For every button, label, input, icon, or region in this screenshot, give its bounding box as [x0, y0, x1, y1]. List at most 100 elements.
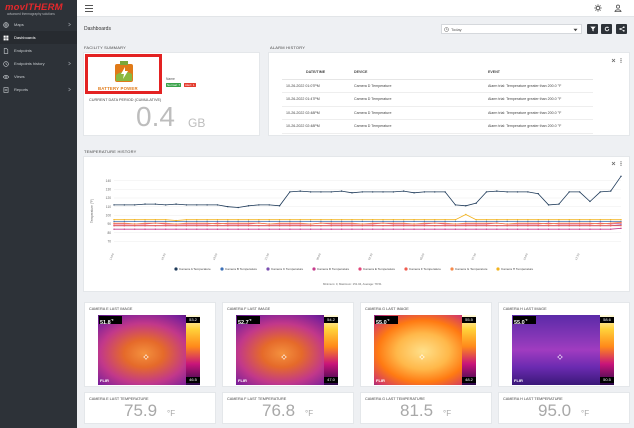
data-point [133, 228, 136, 230]
data-point [247, 222, 250, 224]
thermal-color-scale: 55.5 48.2 [462, 315, 476, 385]
thermal-image[interactable]: 55.0°F 58.6 50.5 FLIR [512, 315, 614, 385]
sidebar-item-endpoints-history[interactable]: Endpoints history [0, 57, 77, 70]
data-point [247, 225, 250, 227]
cell-datetime: 10-26-2022 02:48PM [282, 106, 354, 120]
y-tick-label: 130 [106, 188, 112, 192]
thermal-image[interactable]: 55.0°F 55.5 48.2 FLIR [374, 315, 476, 385]
data-point [330, 218, 332, 221]
refresh-button[interactable] [601, 24, 612, 34]
data-point [299, 218, 301, 221]
data-point [475, 222, 477, 224]
chevron-down-icon [573, 28, 578, 32]
clock-icon [444, 27, 449, 32]
data-point [454, 220, 457, 223]
data-point [309, 228, 312, 230]
table-row[interactable]: 10-26-2022 02:48PM Camera D Temperature … [282, 106, 593, 120]
data-point [578, 218, 581, 221]
data-point [113, 218, 115, 221]
last-temperature-unit: °F [443, 409, 452, 418]
data-point [620, 218, 622, 221]
data-point [144, 225, 146, 227]
share-button[interactable] [616, 24, 627, 34]
data-point [185, 218, 188, 221]
status-badge-normal[interactable]: Normal: 7 [166, 83, 182, 87]
data-point [547, 223, 550, 225]
last-temperature-value: 95.0 [538, 401, 572, 420]
expand-icon[interactable] [611, 161, 616, 166]
data-point [216, 228, 219, 230]
data-point [123, 228, 126, 230]
date-range-select[interactable]: Today [441, 24, 582, 34]
flir-logo: FLIR [238, 378, 247, 383]
data-point [206, 228, 208, 230]
legend-marker [174, 267, 178, 271]
data-point [133, 204, 136, 206]
facility-summary-title: FACILITY SUMMARY [84, 45, 126, 50]
chevron-right-icon [68, 22, 71, 27]
table-header-row: DATE/TIME DEVICE EVENT [282, 66, 593, 80]
thermal-image[interactable]: 52.7°F 54.2 47.0 FLIR [236, 315, 338, 385]
data-point [268, 218, 270, 221]
table-row[interactable]: 10-26-2022 01:47PM Camera D Temperature … [282, 92, 593, 107]
cell-datetime: 10-26-2022 01:47PM [282, 92, 354, 107]
data-point [620, 227, 622, 230]
camera-last-temp-panel [498, 392, 630, 424]
camera-last-temp-panel [222, 392, 354, 424]
thermal-scale-max: 53.2 [186, 317, 200, 323]
sidebar-item-label: Views [14, 74, 25, 79]
column-header-device[interactable]: DEVICE [354, 66, 488, 80]
data-point [206, 225, 208, 227]
data-point [589, 222, 591, 224]
cell-event: Alarm trial: Temperature greater than 20… [488, 92, 593, 107]
sidebar-item-maps[interactable]: Maps [0, 18, 77, 31]
more-icon[interactable] [620, 58, 622, 63]
brand[interactable]: movITHERM advanced thermography solution… [0, 0, 77, 17]
data-point [320, 225, 322, 227]
last-temperature-title: CAMERA E LAST TEMPERATURE [89, 397, 149, 401]
data-point [506, 228, 508, 230]
sidebar-item-endpoints[interactable]: Endpoints [0, 44, 77, 57]
data-point [361, 225, 364, 227]
file-icon [3, 47, 9, 54]
data-point [216, 220, 219, 223]
table-row[interactable]: 10-26-2022 01:07PM Camera D Temperature … [282, 79, 593, 93]
data-point [258, 222, 260, 224]
last-temperature-unit: °F [167, 409, 176, 418]
data-point [237, 225, 239, 227]
temperature-history-chart[interactable]: Temperature (°F) 140 130 120 110 100 90 80 70 14:… [84, 160, 629, 278]
more-icon[interactable] [620, 161, 622, 166]
thermal-scale-min: 46.5 [186, 377, 200, 383]
cell-device: Camera D Temperature [354, 119, 488, 134]
data-point [527, 222, 529, 224]
data-point [434, 228, 436, 230]
data-point [340, 228, 343, 230]
table-row[interactable]: 10-26-2022 02:48PM Camera D Temperature … [282, 119, 593, 134]
status-badge-alert[interactable]: Alert: 1 [184, 83, 196, 87]
x-tick-label: 16:30 [160, 252, 167, 260]
menu-icon[interactable] [85, 5, 93, 12]
data-point [340, 220, 343, 223]
data-point [392, 191, 395, 193]
data-point [516, 225, 519, 227]
sidebar-item-reports[interactable]: Reports [0, 83, 77, 96]
cell-event: Alarm trial: Temperature greater than 20… [488, 119, 593, 134]
data-point [599, 218, 602, 221]
data-point [330, 225, 332, 227]
data-point [289, 225, 291, 227]
camera-image-title: CAMERA G LAST IMAGE [365, 307, 409, 311]
data-point [330, 228, 332, 230]
user-icon[interactable] [614, 4, 622, 12]
filter-button[interactable] [587, 24, 598, 34]
data-point [527, 220, 529, 223]
data-point [485, 225, 488, 227]
column-header-datetime[interactable]: DATE/TIME [282, 66, 354, 80]
expand-icon[interactable] [611, 58, 616, 63]
data-point [485, 218, 488, 221]
gear-icon[interactable] [594, 4, 602, 12]
column-header-event[interactable]: EVENT [488, 66, 593, 80]
facility-logo[interactable]: BATTERY POWER [85, 54, 162, 94]
thermal-image[interactable]: 51.8°F 53.2 46.5 FLIR [98, 315, 200, 385]
sidebar-item-views[interactable]: Views [0, 70, 77, 83]
sidebar-item-dashboards[interactable]: Dashboards [0, 31, 77, 44]
